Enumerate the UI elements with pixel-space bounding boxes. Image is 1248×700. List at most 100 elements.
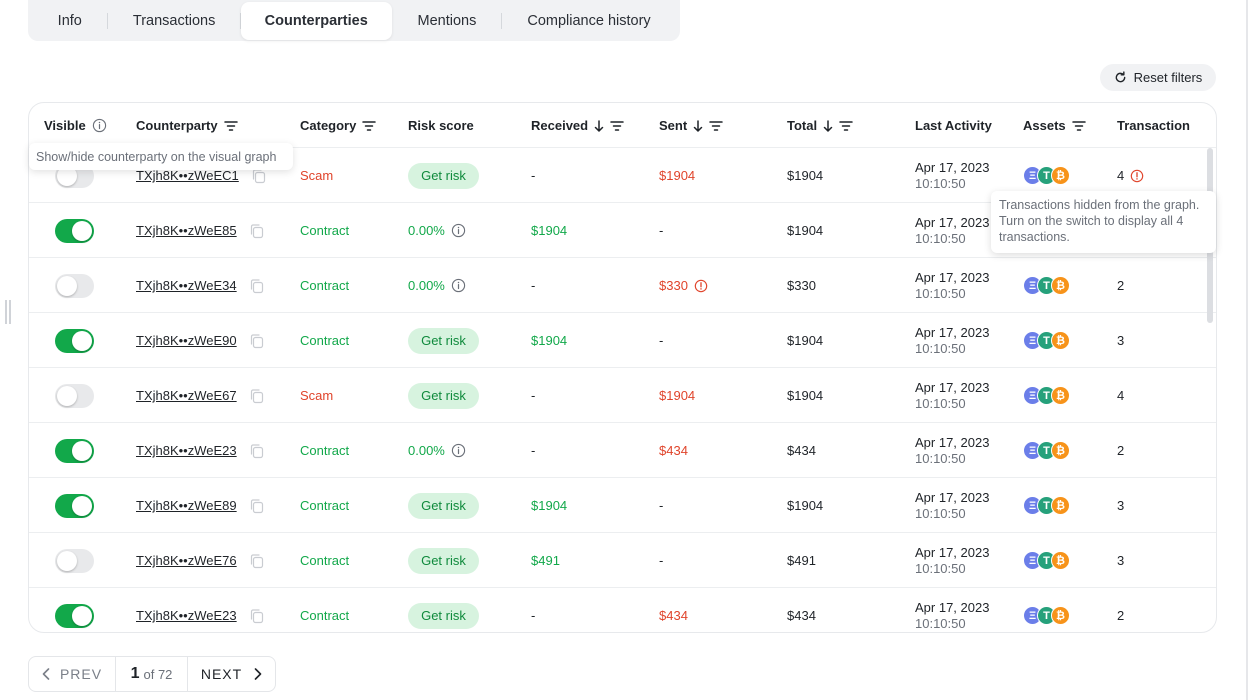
assets-cell: Ξ T ₿ — [1023, 478, 1070, 533]
tab-mentions[interactable]: Mentions — [392, 2, 503, 40]
counterparty-address-link[interactable]: TXjh8K••zWeE89 — [136, 498, 237, 513]
activity-time: 10:10:50 — [915, 450, 966, 466]
get-risk-button[interactable]: Get risk — [408, 602, 479, 629]
counterparty-address-link[interactable]: TXjh8K••zWeE23 — [136, 608, 237, 623]
info-icon[interactable] — [451, 278, 466, 293]
received-cell: $1904 — [531, 498, 568, 513]
filter-icon[interactable] — [362, 120, 377, 132]
visibility-toggle[interactable] — [55, 328, 94, 353]
col-assets[interactable]: Assets — [1023, 103, 1086, 148]
tab-info[interactable]: Info — [32, 2, 108, 40]
category-cell: Contract — [300, 553, 350, 568]
last-activity-cell: Apr 17, 2023 10:10:50 — [915, 478, 989, 533]
transaction-cell: 3 — [1117, 553, 1125, 568]
chevron-left-icon — [42, 668, 50, 680]
visibility-toggle[interactable] — [55, 218, 94, 243]
category-cell: Contract — [300, 278, 350, 293]
counterparty-address-link[interactable]: TXjh8K••zWeE76 — [136, 553, 237, 568]
info-icon[interactable] — [92, 118, 107, 133]
alert-icon[interactable] — [694, 279, 708, 293]
transaction-cell: 2 — [1117, 443, 1125, 458]
transaction-cell: 4 — [1117, 388, 1125, 403]
counterparty-address-link[interactable]: TXjh8K••zWeE67 — [136, 388, 237, 403]
activity-time: 10:10:50 — [915, 230, 966, 246]
reset-filters-button[interactable]: Reset filters — [1100, 64, 1216, 91]
risk-score: 0.00% — [408, 443, 466, 458]
filter-icon[interactable] — [1071, 120, 1086, 132]
counterparty-address-link[interactable]: TXjh8K••zWeE34 — [136, 278, 237, 293]
resize-handle[interactable] — [5, 300, 11, 324]
next-page-button[interactable]: NEXT — [188, 657, 275, 691]
info-icon[interactable] — [451, 443, 466, 458]
copy-icon[interactable] — [249, 278, 265, 294]
tab-transactions[interactable]: Transactions — [108, 2, 241, 40]
counterparty-cell: TXjh8K••zWeE89 — [136, 478, 265, 533]
visibility-toggle[interactable] — [55, 438, 94, 463]
copy-icon[interactable] — [249, 333, 265, 349]
counterparty-address-link[interactable]: TXjh8K••zWeE85 — [136, 223, 237, 238]
col-total[interactable]: Total — [787, 103, 853, 148]
counterparty-address-link[interactable]: TXjh8K••zWeEC1 — [136, 168, 239, 183]
sort-down-icon[interactable] — [594, 119, 604, 132]
copy-icon[interactable] — [249, 608, 265, 624]
col-counterparty[interactable]: Counterparty — [136, 103, 238, 148]
assets-cell: Ξ T ₿ — [1023, 588, 1070, 632]
sort-down-icon[interactable] — [823, 119, 833, 132]
filter-icon[interactable] — [610, 120, 624, 132]
filter-icon[interactable] — [709, 120, 723, 132]
get-risk-button[interactable]: Get risk — [408, 327, 479, 354]
total-cell: $1904 — [787, 223, 824, 238]
col-last-activity: Last Activity — [915, 118, 992, 133]
activity-date: Apr 17, 2023 — [915, 159, 990, 175]
copy-icon[interactable] — [249, 553, 265, 569]
counterparty-cell: TXjh8K••zWeE90 — [136, 313, 265, 368]
table-row: TXjh8K••zWeE23 Contract 0.00% - $434 $43… — [29, 423, 1216, 478]
filter-icon[interactable] — [223, 120, 238, 132]
counterparty-address-link[interactable]: TXjh8K••zWeE23 — [136, 443, 237, 458]
visibility-toggle[interactable] — [55, 548, 94, 573]
get-risk-button[interactable]: Get risk — [408, 492, 479, 519]
tab-compliance-history[interactable]: Compliance history — [527, 12, 651, 29]
visible-tooltip: Show/hide counterparty on the visual gra… — [29, 143, 293, 170]
col-received[interactable]: Received — [531, 103, 624, 148]
category-cell: Scam — [300, 388, 334, 403]
activity-time: 10:10:50 — [915, 505, 966, 521]
get-risk-button[interactable]: Get risk — [408, 547, 479, 574]
visibility-toggle[interactable] — [55, 273, 94, 298]
col-category[interactable]: Category — [300, 103, 377, 148]
get-risk-button[interactable]: Get risk — [408, 162, 479, 189]
activity-date: Apr 17, 2023 — [915, 599, 990, 615]
risk-cell: Get risk — [408, 588, 479, 632]
risk-cell: Get risk — [408, 313, 479, 368]
transaction-cell: 2 — [1117, 608, 1125, 623]
prev-page-button[interactable]: PREV — [29, 657, 116, 691]
transaction-cell: 4 — [1117, 148, 1144, 203]
copy-icon[interactable] — [249, 498, 265, 514]
copy-icon[interactable] — [249, 443, 265, 459]
alert-icon[interactable] — [1130, 169, 1144, 183]
col-visible: Visible — [44, 103, 107, 148]
activity-time: 10:10:50 — [915, 285, 966, 301]
visibility-cell — [55, 258, 94, 313]
risk-score: 0.00% — [408, 278, 466, 293]
col-sent[interactable]: Sent — [659, 103, 723, 148]
copy-icon[interactable] — [249, 223, 265, 239]
assets-cell: Ξ T ₿ — [1023, 533, 1070, 588]
table-row: TXjh8K••zWeE90 Contract Get risk $1904 -… — [29, 313, 1216, 368]
received-cell: - — [531, 388, 536, 403]
copy-icon[interactable] — [249, 388, 265, 404]
sort-down-icon[interactable] — [693, 119, 703, 132]
category-cell: Scam — [300, 168, 334, 183]
last-activity-cell: Apr 17, 2023 10:10:50 — [915, 203, 989, 258]
visibility-toggle[interactable] — [55, 603, 94, 628]
get-risk-button[interactable]: Get risk — [408, 382, 479, 409]
visibility-toggle[interactable] — [55, 493, 94, 518]
counterparty-address-link[interactable]: TXjh8K••zWeE90 — [136, 333, 237, 348]
filter-icon[interactable] — [839, 120, 853, 132]
counterparty-cell: TXjh8K••zWeE23 — [136, 423, 265, 478]
tab-counterparties[interactable]: Counterparties — [240, 1, 392, 40]
bitcoin-icon: ₿ — [1051, 386, 1070, 405]
visibility-toggle[interactable] — [55, 383, 94, 408]
category-cell: Contract — [300, 498, 350, 513]
info-icon[interactable] — [451, 223, 466, 238]
